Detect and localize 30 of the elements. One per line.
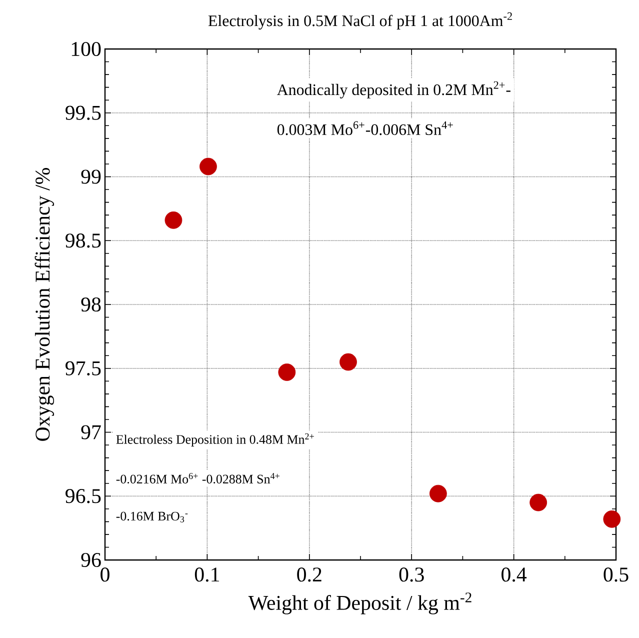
- x-axis-title: Weight of Deposit / kg m$^{-2}$: [248, 592, 472, 614]
- x-tick-label: 0: [100, 568, 110, 582]
- y-tick-label: 97.5: [66, 361, 101, 376]
- x-tick-label: 0.4: [502, 568, 527, 582]
- y-axis-title: Oxygen Evolution Efficiency /%: [34, 168, 54, 441]
- annotation: Anodically deposited in 0.2M Mn$^{2+}$-: [276, 81, 510, 98]
- annotation: 0.003M Mo$^{6+}$-0.006M Sn$^{4+}$: [277, 121, 453, 136]
- y-tick-label: 100: [72, 42, 101, 56]
- y-tick-label: 98: [81, 297, 101, 312]
- x-tick-label: 0.1: [194, 568, 220, 582]
- x-tick-label: 0.5: [604, 568, 628, 582]
- point: [429, 484, 447, 502]
- point: [340, 353, 357, 371]
- y-tick-label: 97: [81, 425, 101, 440]
- point: [164, 211, 182, 229]
- y-tick-label: 99: [81, 170, 101, 184]
- y-tick-label: 99.5: [66, 106, 101, 120]
- annotation: Electroless Deposition in 0.48M Mn$^{2+}$: [116, 433, 314, 446]
- x-tick-label: 0.3: [399, 568, 424, 582]
- chart-title: Electrolysis in 0.5M NaCl of pH 1 at 1000Am$^{-2}$: [208, 12, 512, 30]
- annotation: -0.0216M Mo$^{6+}$ -0.0288M Sn$^{4+}$: [116, 472, 280, 484]
- point: [603, 510, 621, 528]
- point: [278, 364, 296, 381]
- y-tick-label: 96: [81, 552, 101, 568]
- annotation: -0.16M BrO$_{3}$-: [116, 512, 188, 522]
- point: [200, 158, 217, 176]
- x-tick-label: 0.2: [297, 568, 322, 582]
- y-tick-label: 96.5: [66, 489, 101, 504]
- y-tick-label: 98.5: [66, 234, 101, 248]
- point: [530, 494, 548, 512]
